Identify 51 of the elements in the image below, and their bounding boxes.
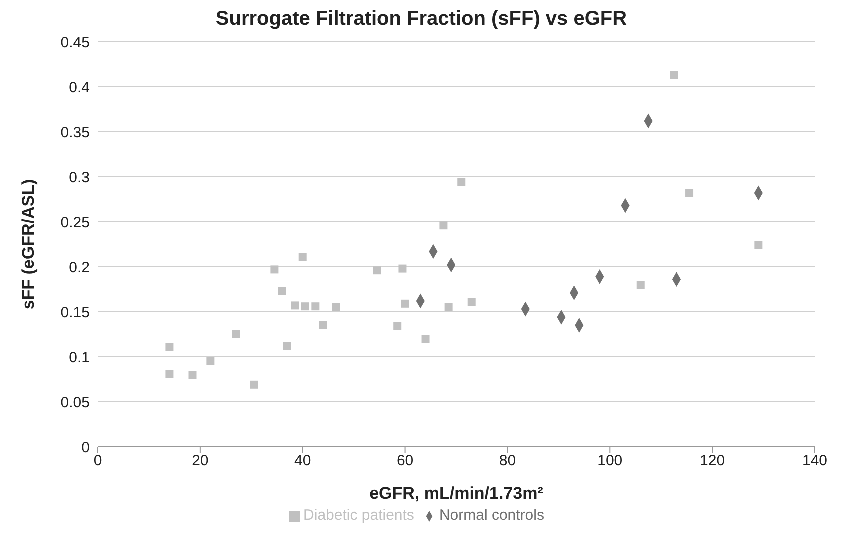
point xyxy=(458,178,466,186)
point xyxy=(319,322,328,330)
legend-label: Normal controls xyxy=(439,507,544,524)
y-tick-label: 0.1 xyxy=(69,349,90,366)
x-tick-label: 60 xyxy=(396,452,414,470)
point xyxy=(636,281,645,289)
y-tick-label: 0.2 xyxy=(69,259,90,276)
point xyxy=(250,380,258,389)
point xyxy=(283,342,292,350)
point xyxy=(332,304,340,312)
y-tick-label: 0.35 xyxy=(60,124,90,142)
point xyxy=(298,253,307,262)
point xyxy=(754,241,763,250)
x-tick-label: 140 xyxy=(802,452,828,470)
point xyxy=(188,371,197,379)
point xyxy=(373,266,382,275)
point xyxy=(301,302,310,311)
point xyxy=(398,264,407,273)
point xyxy=(422,335,430,343)
x-tick-label: 20 xyxy=(192,452,209,470)
y-tick-label: 0.4 xyxy=(69,79,90,96)
x-tick-label: 120 xyxy=(700,452,726,470)
x-tick-label: 80 xyxy=(499,452,516,470)
x-axis-title: eGFR, mL/min/1.73m² xyxy=(370,484,544,503)
point xyxy=(440,222,448,230)
y-tick-label: 0.45 xyxy=(60,34,90,52)
point xyxy=(291,302,300,310)
y-tick-label: 0.05 xyxy=(60,394,90,412)
point xyxy=(401,300,410,308)
legend-label: Diabetic patients xyxy=(304,507,414,524)
point xyxy=(206,358,215,366)
y-tick-label: 0 xyxy=(82,439,90,456)
y-tick-label: 0.3 xyxy=(69,169,90,186)
chart-title: Surrogate Filtration Fraction (sFF) vs eGFR xyxy=(214,8,628,32)
x-tick-label: 40 xyxy=(294,452,312,470)
y-axis-title: sFF (eGFR/ASL) xyxy=(19,179,38,310)
point xyxy=(686,189,694,198)
point xyxy=(166,343,174,352)
point xyxy=(468,298,476,306)
point xyxy=(444,304,453,312)
point xyxy=(270,266,279,274)
point xyxy=(166,370,174,378)
x-tick-label: 0 xyxy=(94,452,102,470)
y-tick-label: 0.25 xyxy=(60,214,90,232)
y-tick-label: 0.15 xyxy=(60,304,90,322)
point xyxy=(312,302,320,311)
x-tick-label: 100 xyxy=(598,452,623,470)
point xyxy=(394,322,402,330)
point xyxy=(232,330,240,338)
point xyxy=(278,287,286,296)
point xyxy=(670,71,678,80)
